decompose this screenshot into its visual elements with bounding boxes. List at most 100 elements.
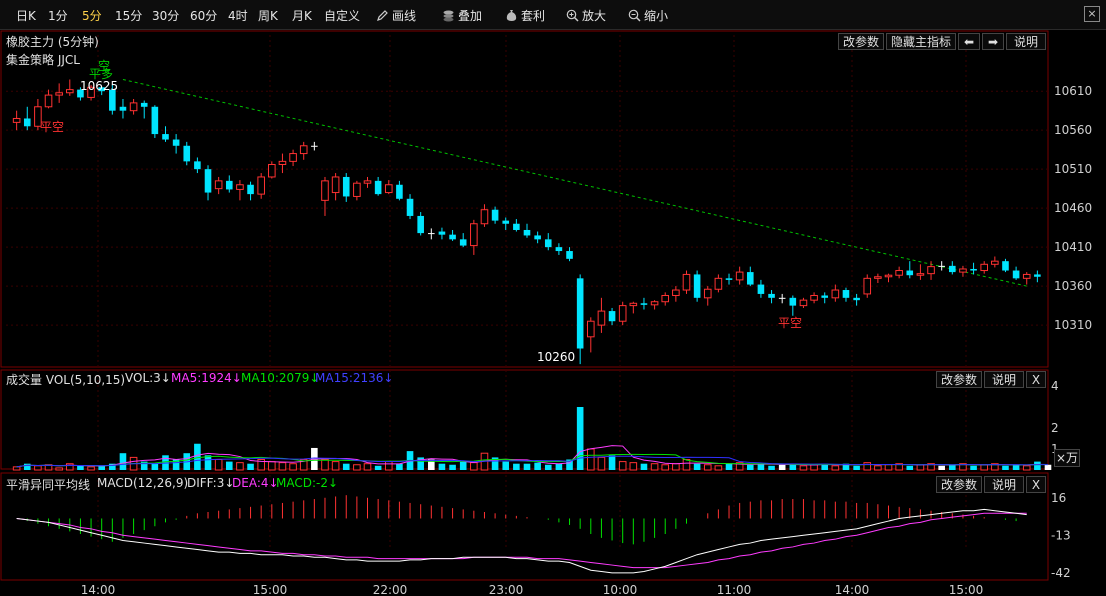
volume-bar — [555, 463, 563, 470]
volume-bar — [608, 455, 616, 470]
volume-bar — [417, 457, 424, 470]
macd-tick-label: -42 — [1051, 566, 1071, 580]
time-tick-label: 14:00 — [81, 583, 116, 596]
volume-bar — [384, 461, 393, 471]
volume-bar — [268, 461, 276, 471]
tab-3[interactable]: 15分 — [115, 9, 143, 23]
time-tick-label: 23:00 — [489, 583, 524, 596]
volume-bar — [821, 463, 829, 470]
volume-bar — [513, 463, 520, 470]
zoom-out-tool-button[interactable]: 缩小 — [628, 7, 668, 24]
candle-body — [842, 290, 850, 298]
volume-bar — [428, 459, 435, 470]
volume-bar — [949, 464, 956, 470]
volume-bar — [927, 463, 935, 471]
candle-body — [140, 102, 148, 107]
tab-4[interactable]: 30分 — [152, 9, 180, 23]
volume-bar — [757, 463, 765, 470]
candle-body — [87, 86, 95, 98]
candle-body — [278, 160, 287, 165]
candle-body — [374, 180, 382, 195]
volume-bar — [77, 465, 84, 470]
candle-body — [661, 294, 670, 303]
tool-label: 放大 — [582, 9, 607, 23]
price-tick-label: 10560 — [1054, 123, 1092, 137]
candle-body — [853, 297, 860, 301]
candle-body — [342, 176, 350, 197]
candle-body — [406, 198, 414, 216]
volume-bar — [353, 464, 361, 471]
volume-bar — [12, 466, 21, 471]
candle-body — [396, 184, 403, 199]
time-tick-label: 10:00 — [603, 583, 638, 596]
volume-params-button[interactable]: 改参数 — [936, 371, 982, 388]
volume-bar — [204, 455, 212, 470]
pencil-tool-button[interactable]: 画线 — [376, 7, 416, 24]
candle-body — [363, 180, 372, 184]
money-bag-tool-button[interactable]: 套利 — [505, 7, 545, 24]
tab-1[interactable]: 1分 — [48, 9, 68, 23]
candle-body — [119, 106, 127, 111]
volume-bar — [98, 465, 105, 470]
tool-label: 叠加 — [458, 9, 483, 23]
volume-bar — [842, 463, 850, 470]
high-price-label: 10625 — [80, 79, 119, 93]
chart-title: 橡胶主力 (5分钟) — [6, 35, 99, 49]
main-help-button[interactable]: 说明 — [1006, 33, 1046, 50]
close-icon[interactable]: × — [1084, 6, 1100, 22]
tab-9[interactable]: 自定义 — [324, 9, 361, 23]
volume-close-button[interactable]: X — [1026, 371, 1046, 388]
tab-5[interactable]: 60分 — [190, 9, 218, 23]
volume-help-button[interactable]: 说明 — [984, 371, 1024, 388]
tab-0[interactable]: 日K — [16, 9, 36, 23]
volume-bar — [831, 465, 840, 471]
tab-7[interactable]: 周K — [258, 9, 278, 23]
main-params-button[interactable]: 改参数 — [838, 33, 884, 50]
volume-bar — [863, 462, 872, 471]
candle-body — [268, 163, 276, 178]
candle-body — [236, 184, 244, 190]
candle-body — [949, 265, 956, 273]
zoom-in-tool-button[interactable]: 放大 — [566, 7, 606, 24]
candle-body — [874, 276, 882, 279]
candle-body — [938, 265, 945, 267]
macd-params-button[interactable]: 改参数 — [936, 476, 982, 493]
price-tick-label: 10610 — [1054, 84, 1092, 98]
volume-bar — [109, 463, 116, 470]
volume-bar — [438, 463, 446, 470]
volume-bar — [650, 463, 659, 471]
volume-bar — [491, 457, 499, 470]
money-bag-icon — [505, 9, 518, 22]
prev-indicator-button[interactable]: ⬅ — [958, 33, 980, 50]
volume-bar — [342, 463, 350, 470]
next-indicator-button[interactable]: ➡ — [982, 33, 1004, 50]
volume-bar — [257, 459, 265, 471]
candle-body — [1012, 270, 1020, 279]
candle-body — [895, 270, 903, 276]
candle-body — [906, 270, 914, 276]
candle-body — [725, 278, 733, 280]
volume-bar — [247, 463, 254, 470]
candle-body — [214, 180, 223, 190]
candle-body — [757, 284, 765, 294]
hide-main-indicator-button[interactable]: 隐藏主指标 — [886, 33, 956, 50]
volume-bar — [959, 463, 967, 471]
volume-bar — [544, 464, 552, 470]
tab-2[interactable]: 5分 — [82, 9, 102, 23]
candle-body — [970, 268, 977, 271]
macd-help-button[interactable]: 说明 — [984, 476, 1024, 493]
volume-ma15-line — [16, 455, 1048, 468]
candle-body — [491, 209, 499, 221]
candle-body — [714, 277, 723, 290]
tab-8[interactable]: 月K — [292, 9, 312, 23]
trend-line — [122, 79, 1027, 287]
candle-body — [299, 145, 308, 155]
stack-tool-button[interactable]: 叠加 — [442, 7, 482, 24]
tab-6[interactable]: 4时 — [228, 9, 248, 23]
time-tick-label: 22:00 — [373, 583, 408, 596]
candle-body — [831, 289, 840, 299]
chart-area[interactable]: 1031010360104101046010510105601061012416… — [0, 30, 1106, 596]
macd-close-button[interactable]: X — [1026, 476, 1046, 493]
volume-bar — [55, 467, 63, 471]
time-tick-label: 11:00 — [717, 583, 752, 596]
